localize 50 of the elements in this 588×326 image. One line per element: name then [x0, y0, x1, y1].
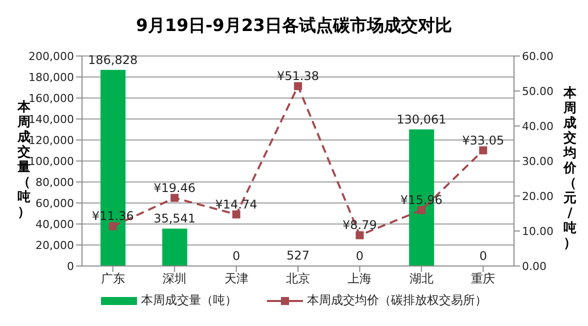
legend-label: 本周成交量（吨）: [141, 292, 237, 309]
y2-tick-label: 50.00: [522, 84, 554, 98]
y-tick-label: 80,000: [36, 176, 74, 189]
data-label: 0: [356, 249, 364, 263]
data-label: 527: [286, 248, 310, 262]
data-label: ¥19.46: [154, 180, 196, 195]
x-tick-label: 重庆: [471, 272, 496, 286]
y-tick-label: 20,000: [36, 238, 74, 252]
y-tick-label: 140,000: [28, 112, 74, 126]
x-tick-label: 上海: [348, 272, 372, 286]
data-label: 0: [232, 249, 240, 263]
point: [170, 194, 179, 202]
data-label: 35,541: [154, 212, 196, 226]
point: [479, 146, 488, 154]
y-tick-label: 0: [67, 260, 74, 273]
y2-tick-label: 60.00: [522, 50, 554, 63]
y2-tick-label: 30.00: [522, 154, 554, 168]
y-tick-label: 180,000: [28, 70, 74, 84]
y-tick-label: 160,000: [28, 92, 74, 105]
point: [108, 222, 117, 230]
y-axis-title: 本周成交量（吨）: [16, 100, 30, 220]
x-tick-label: 北京: [286, 272, 310, 286]
data-label: ¥33.05: [462, 133, 504, 148]
y2-tick-label: 40.00: [522, 120, 554, 133]
data-label: ¥51.38: [277, 69, 319, 84]
chart-title: 9月19日-9月23日各试点碳市场成交对比: [134, 15, 454, 38]
y-tick-label: 100,000: [28, 154, 74, 168]
y2-tick-label: 20.00: [522, 190, 554, 203]
point: [294, 82, 302, 90]
data-label: ¥14.74: [215, 197, 258, 212]
text: 本周成交均价（元/吨）: [564, 86, 576, 251]
y-tick-label: 120,000: [28, 134, 74, 147]
data-label: 130,061: [396, 112, 446, 126]
bar: [162, 228, 188, 266]
y-tick-label: 40,000: [36, 218, 74, 231]
y-tick-label: 200,000: [28, 50, 74, 63]
x-tick-label: 湖北: [409, 272, 434, 286]
x-tick-label: 天津: [224, 272, 248, 286]
legend-label: 本周成交均价（碳排放权交易所）: [307, 292, 487, 309]
point: [356, 231, 364, 240]
point: [417, 206, 426, 214]
data-label: 0: [479, 249, 487, 263]
data-label: 186,828: [88, 52, 138, 67]
x-tick-label: 深圳: [162, 272, 187, 286]
y-tick-label: 60,000: [36, 196, 74, 210]
y2-tick-label: 10.00: [522, 224, 554, 238]
data-label: ¥8.79: [342, 218, 377, 232]
x-tick-label: 广东: [100, 272, 125, 286]
y2-tick-label: 0.00: [522, 260, 546, 273]
point: [232, 210, 240, 218]
